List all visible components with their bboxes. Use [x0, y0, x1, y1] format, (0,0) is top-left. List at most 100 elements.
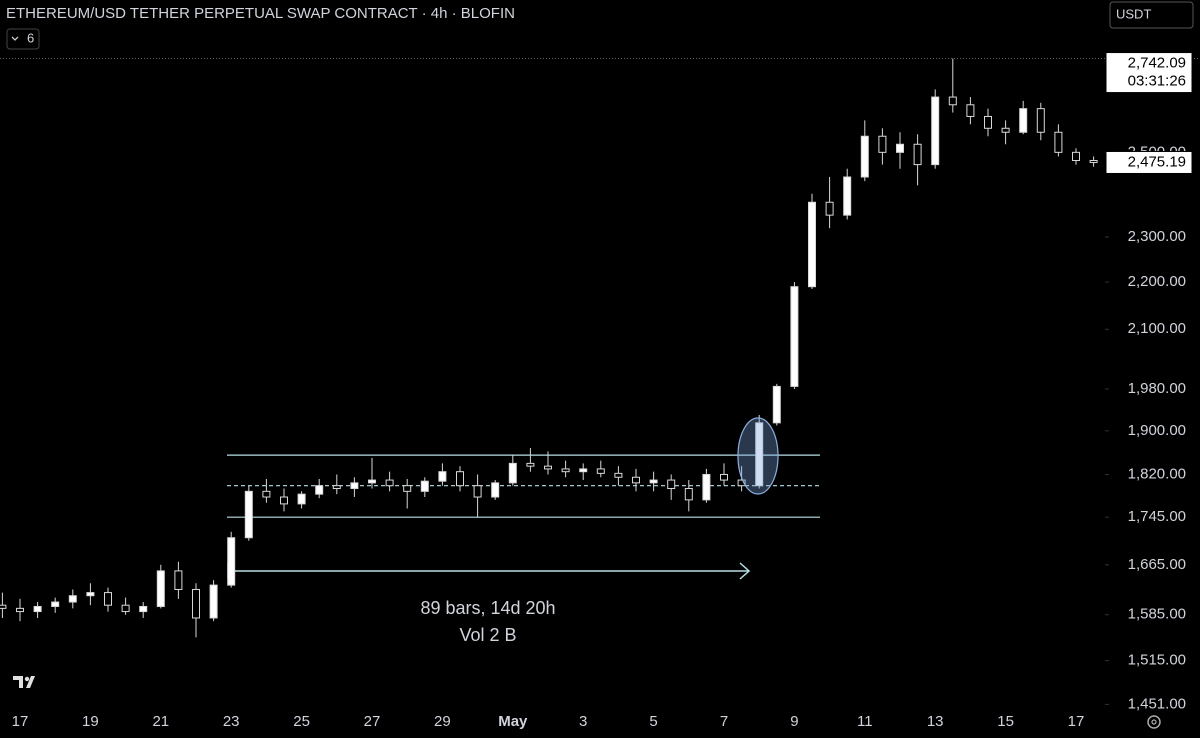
candle-body: [174, 570, 183, 590]
indicator-box: [6, 28, 40, 50]
candle-body: [244, 490, 253, 539]
candle-body: [790, 286, 799, 387]
indicator-count: 6: [27, 30, 34, 45]
x-tick-label: 9: [790, 713, 798, 730]
candle-body: [33, 605, 42, 613]
candle-body: [878, 135, 887, 153]
candle-body: [1036, 108, 1045, 133]
y-tick-label: 1,980.00: [1128, 380, 1186, 397]
candle-body: [385, 479, 394, 487]
x-tick-label: 17: [12, 713, 29, 730]
last-price-label: 2,475.19: [1128, 153, 1186, 170]
currency-select[interactable]: USDT: [1109, 1, 1194, 29]
candle-body: [139, 605, 148, 613]
candle-body: [297, 493, 306, 505]
high-price-box: [1105, 52, 1193, 94]
y-tick-label: 1,820.00: [1128, 465, 1186, 482]
candle-body: [1072, 151, 1080, 162]
candle-body: [0, 604, 7, 609]
chevron: [11, 36, 19, 41]
candle-body: [755, 422, 764, 487]
candle-body: [702, 473, 711, 501]
x-tick-label: 19: [82, 713, 99, 730]
candle-body: [896, 143, 904, 153]
x-tick-label: 3: [579, 713, 587, 730]
candle-body: [737, 479, 746, 487]
x-tick-label: 11: [857, 713, 873, 730]
last-price-box: [1105, 150, 1193, 174]
candle-body: [684, 488, 693, 501]
x-tick-label: 5: [649, 713, 657, 730]
candle-body: [561, 468, 570, 473]
y-tick-label: 1,585.00: [1128, 606, 1186, 623]
candle-body: [51, 601, 60, 607]
indicator-toggle[interactable]: 6: [6, 28, 40, 50]
candle-body: [350, 482, 359, 490]
y-tick-label: 1,745.00: [1128, 508, 1186, 525]
x-tick-label: 13: [927, 713, 944, 730]
y-tick-label: 1,451.00: [1128, 695, 1186, 712]
candle-body: [808, 201, 816, 288]
measure-head: [739, 562, 751, 580]
logo-dot: [24, 676, 30, 682]
candle-body: [1054, 131, 1063, 153]
candle-body: [649, 479, 658, 484]
candle-body: [772, 385, 781, 424]
settings-icon[interactable]: [1147, 715, 1161, 729]
candle-body: [1019, 108, 1028, 133]
candle-body: [86, 592, 95, 597]
candle-body: [104, 592, 112, 606]
x-tick-label: 15: [997, 713, 1014, 730]
x-tick-label: 29: [434, 713, 451, 730]
candle-body: [68, 595, 77, 603]
candle-body: [720, 473, 728, 481]
candle-body: [860, 135, 869, 178]
candle-body: [667, 479, 676, 490]
candle-body: [121, 604, 130, 613]
candle-body: [16, 607, 24, 613]
candle-body: [948, 96, 957, 106]
x-tick-label: 21: [152, 713, 169, 730]
candle-body: [315, 485, 324, 495]
gear: [1147, 715, 1161, 729]
measure-label: 89 bars, 14d 20h: [420, 598, 555, 618]
candle-body: [209, 584, 218, 619]
logo-shape: [13, 676, 35, 688]
candle-body: [456, 471, 464, 487]
candle-body: [403, 485, 412, 492]
y-tick-label: 2,300.00: [1128, 228, 1186, 245]
chart-title: ETHEREUM/USD TETHER PERPETUAL SWAP CONTR…: [6, 5, 515, 22]
countdown: 03:31:26: [1128, 73, 1186, 90]
candle-body: [332, 485, 341, 490]
y-tick-label: 1,515.00: [1128, 652, 1186, 669]
y-tick-label: 1,900.00: [1128, 422, 1186, 439]
candle-body: [596, 468, 605, 474]
candle-body: [491, 482, 500, 498]
tv-logo: [13, 676, 35, 688]
candle-body: [544, 465, 552, 470]
gear-center: [1151, 719, 1157, 725]
candle-body: [931, 96, 940, 166]
candle-body: [420, 480, 429, 492]
candle-body: [368, 479, 376, 484]
x-tick-label: 27: [364, 713, 381, 730]
candle-body: [192, 588, 200, 619]
candle-body: [614, 472, 623, 478]
candle-body: [825, 201, 834, 216]
candle-body: [913, 143, 922, 166]
currency-box: [1109, 1, 1194, 29]
candle-body: [156, 570, 165, 607]
x-tick-label: 25: [293, 713, 310, 730]
highlight: [737, 417, 779, 495]
candle-body: [579, 468, 588, 473]
y-tick-label: 2,100.00: [1128, 320, 1186, 337]
candle-body: [1089, 160, 1098, 163]
candle-body: [632, 476, 640, 484]
x-tick-label: 7: [720, 713, 728, 730]
candle-body: [473, 485, 482, 498]
candle-body: [966, 104, 975, 117]
candle-body: [438, 471, 447, 482]
x-tick-label: 23: [223, 713, 240, 730]
